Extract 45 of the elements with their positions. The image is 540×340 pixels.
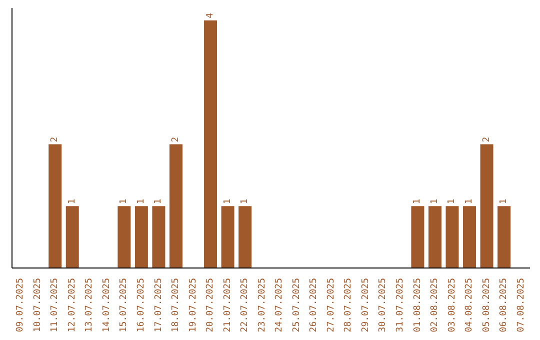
x-tick-label: 22.07.2025: [240, 278, 250, 332]
data-label: 2: [50, 136, 60, 142]
x-tick-label: 28.07.2025: [344, 278, 354, 332]
x-tick-label: 30.07.2025: [378, 278, 388, 332]
x-tick-label: 01.08.2025: [412, 278, 423, 332]
data-label: 1: [222, 198, 233, 204]
x-tick-label: 10.07.2025: [32, 278, 43, 332]
x-tick-label: 07.08.2025: [516, 278, 526, 332]
x-tick-label: 26.07.2025: [309, 278, 320, 332]
x-tick-label: 23.07.2025: [257, 278, 268, 332]
x-tick-label: 06.08.2025: [499, 278, 510, 332]
x-tick-label: 24.07.2025: [274, 278, 285, 332]
x-tick-label: 09.07.2025: [16, 278, 26, 332]
data-label: 1: [499, 198, 510, 204]
x-tick-label: 25.07.2025: [292, 278, 302, 332]
x-tick-label: 03.08.2025: [447, 278, 458, 332]
data-label: 1: [119, 198, 130, 204]
x-tick-label: 18.07.2025: [171, 278, 182, 332]
x-tick-label: 15.07.2025: [119, 278, 130, 332]
data-label: 2: [170, 136, 181, 142]
x-tick-label: 14.07.2025: [102, 278, 112, 332]
x-tick-label: 12.07.2025: [67, 278, 78, 332]
data-label: 1: [154, 198, 164, 204]
x-tick-label: 21.07.2025: [222, 278, 233, 332]
data-label: 1: [447, 198, 458, 204]
data-label: 2: [482, 136, 492, 142]
data-label: 1: [67, 198, 78, 204]
data-label: 1: [430, 198, 440, 204]
x-tick-label: 19.07.2025: [188, 278, 198, 332]
x-tick-label: 27.07.2025: [326, 278, 336, 332]
data-label: 1: [464, 198, 475, 204]
x-tick-label: 16.07.2025: [136, 278, 146, 332]
x-tick-label: 04.08.2025: [464, 278, 475, 332]
data-label: 1: [240, 198, 250, 204]
x-tick-label: 17.07.2025: [154, 278, 164, 332]
x-tick-label: 13.07.2025: [84, 278, 95, 332]
x-tick-label: 02.08.2025: [430, 278, 440, 332]
data-label: 4: [206, 12, 216, 18]
x-tick-label: 11.07.2025: [50, 278, 60, 332]
x-tick-label: 05.08.2025: [482, 278, 492, 332]
data-label: 1: [136, 198, 146, 204]
x-tick-label: 31.07.2025: [396, 278, 406, 332]
x-tick-label: 29.07.2025: [360, 278, 371, 332]
data-label: 1: [412, 198, 423, 204]
x-tick-label: 20.07.2025: [206, 278, 216, 332]
